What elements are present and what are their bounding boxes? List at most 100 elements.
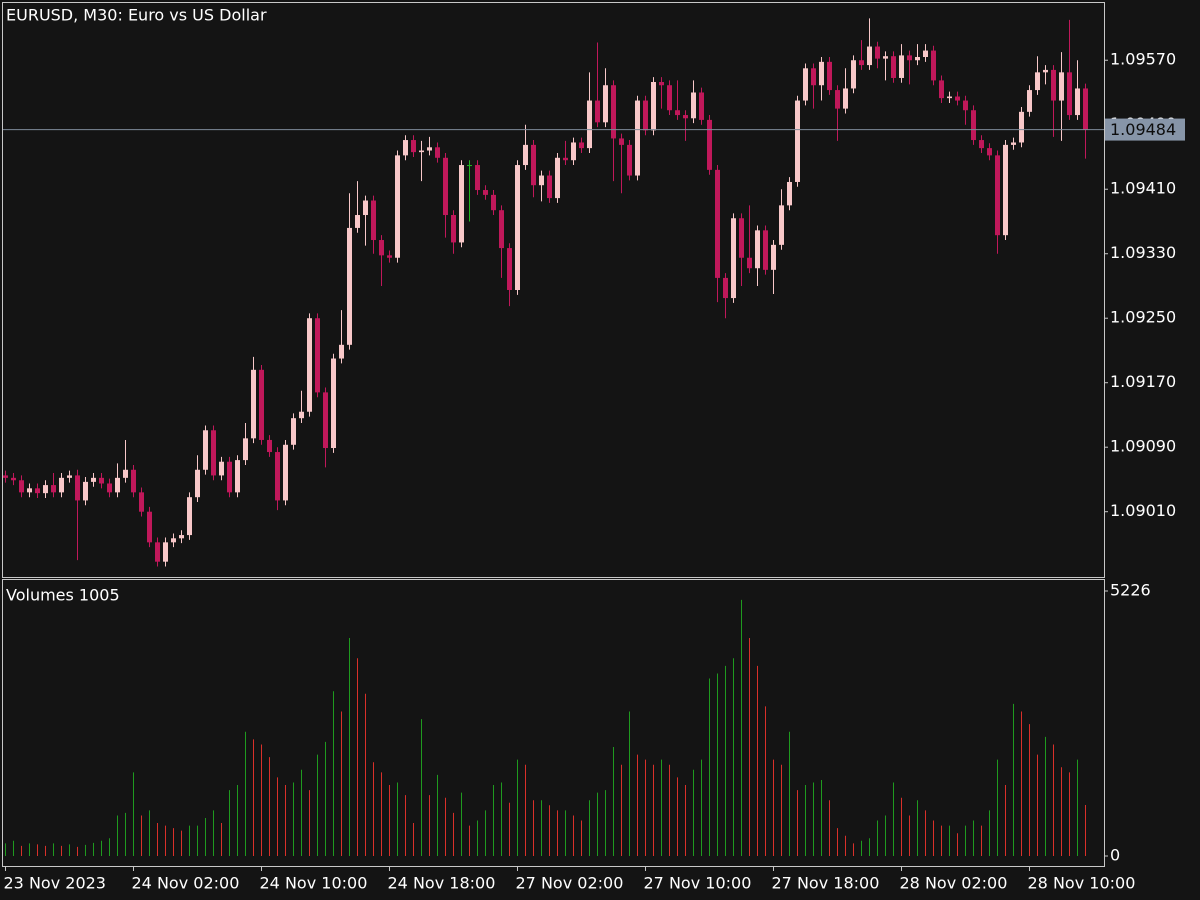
candle-body <box>763 230 768 270</box>
candle-body <box>11 477 16 481</box>
candle-body <box>475 165 480 191</box>
candle-body <box>531 144 536 186</box>
candle-body <box>563 157 568 161</box>
candle-body <box>443 157 448 216</box>
candle-body <box>891 56 896 78</box>
x-tick-label: 27 Nov 02:00 <box>516 874 624 893</box>
candle-body <box>603 85 608 123</box>
candle-body <box>91 477 96 482</box>
candle-body <box>427 147 432 151</box>
candle-body <box>67 475 72 478</box>
candle-body <box>971 110 976 141</box>
x-tick-label: 28 Nov 02:00 <box>900 874 1008 893</box>
candle-body <box>275 452 280 501</box>
candle-body <box>371 200 376 241</box>
candle-body <box>1003 144 1008 236</box>
candle-body <box>739 218 744 258</box>
candle-body <box>1027 90 1032 112</box>
candle-body <box>355 215 360 228</box>
candle-body <box>179 535 184 539</box>
candle-body <box>667 85 672 111</box>
candle-body <box>243 438 248 461</box>
candle-body <box>771 244 776 270</box>
candle-body <box>139 492 144 512</box>
candle-body <box>627 144 632 176</box>
candle-body <box>323 392 328 449</box>
y-tick-label: 1.09410 <box>1110 179 1176 198</box>
candle-body <box>555 157 560 199</box>
candle-body <box>299 411 304 419</box>
candle-body <box>83 481 88 501</box>
candle-body <box>123 469 128 478</box>
candle-body <box>547 175 552 199</box>
candle-body <box>867 46 872 66</box>
candle-body <box>163 542 168 562</box>
candle-body <box>907 55 912 61</box>
candle-body <box>955 96 960 101</box>
candle-body <box>379 240 384 256</box>
candle-body <box>675 110 680 116</box>
candle-body <box>211 430 216 476</box>
y-tick-label: 1.09330 <box>1110 243 1176 262</box>
candle-body <box>131 469 136 493</box>
chart-title: EURUSD, M30: Euro vs US Dollar <box>6 6 267 25</box>
candle-body <box>1035 72 1040 91</box>
candle-body <box>1067 72 1072 116</box>
candle-body <box>579 142 584 149</box>
x-tick-label: 28 Nov 10:00 <box>1028 874 1136 893</box>
candle-body <box>491 194 496 211</box>
candle-body <box>43 485 48 494</box>
x-tick-label: 27 Nov 10:00 <box>644 874 752 893</box>
candle-body <box>659 82 664 86</box>
y-tick-label: 1.09570 <box>1110 50 1176 69</box>
candle-body <box>1075 88 1080 116</box>
x-tick-label: 24 Nov 02:00 <box>132 874 240 893</box>
last-price-box <box>1105 118 1185 141</box>
candle-body <box>1083 88 1088 130</box>
candle-body <box>1011 142 1016 145</box>
x-tick-label: 24 Nov 10:00 <box>260 874 368 893</box>
candle-body <box>803 68 808 101</box>
candle-body <box>979 140 984 149</box>
volume-panel-frame <box>2 579 1105 867</box>
candle-body <box>899 55 904 78</box>
candle-body <box>339 344 344 359</box>
candle-body <box>315 318 320 393</box>
candle-body <box>683 115 688 119</box>
candle-body <box>235 460 240 493</box>
candle-body <box>939 80 944 99</box>
y-tick-label: 1.09010 <box>1110 501 1176 520</box>
candle-body <box>859 60 864 66</box>
y-tick-label: 1.09250 <box>1110 308 1176 327</box>
candle-body <box>187 497 192 536</box>
candle-body <box>75 475 80 501</box>
candle-body <box>35 488 40 494</box>
candle-body <box>987 148 992 156</box>
candle-body <box>875 46 880 59</box>
candle-body <box>587 100 592 149</box>
candle-body <box>523 144 528 166</box>
candle-body <box>691 92 696 119</box>
candle-body <box>3 475 8 478</box>
candle-body <box>963 100 968 111</box>
candle-body <box>499 210 504 249</box>
candle-body <box>787 181 792 206</box>
y-tick-label: 1.09170 <box>1110 372 1176 391</box>
candle-body <box>643 100 648 131</box>
candle-body <box>571 142 576 161</box>
candle-body <box>995 155 1000 236</box>
candle-body <box>195 469 200 498</box>
price-panel-frame <box>2 2 1105 578</box>
candle-body <box>347 227 352 345</box>
candle-body <box>611 85 616 139</box>
candle-body <box>451 215 456 243</box>
candle-body <box>835 90 840 109</box>
candle-body <box>19 480 24 493</box>
x-tick-label: 27 Nov 18:00 <box>772 874 880 893</box>
candle-body <box>267 439 272 453</box>
candle-body <box>923 50 928 58</box>
candle-body <box>1051 69 1056 101</box>
candle-body <box>915 57 920 61</box>
candle-body <box>755 230 760 269</box>
